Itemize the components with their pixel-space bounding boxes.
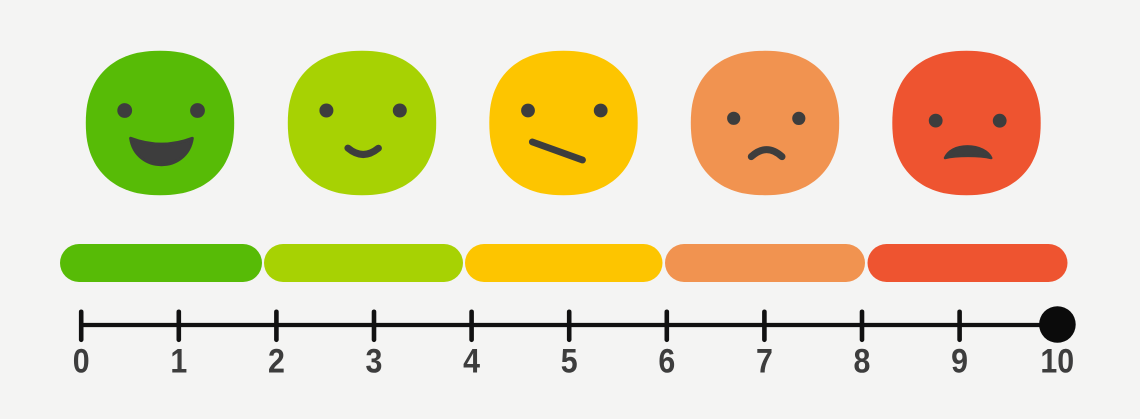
svg-text:8: 8: [854, 342, 871, 380]
svg-text:9: 9: [951, 342, 968, 380]
svg-text:6: 6: [658, 342, 675, 380]
svg-text:4: 4: [463, 342, 480, 380]
svg-text:2: 2: [268, 342, 285, 380]
svg-text:7: 7: [756, 342, 773, 380]
svg-text:10: 10: [1040, 342, 1074, 380]
svg-text:3: 3: [366, 342, 383, 380]
svg-text:1: 1: [170, 342, 187, 380]
svg-text:5: 5: [561, 342, 578, 380]
svg-text:0: 0: [73, 342, 90, 380]
